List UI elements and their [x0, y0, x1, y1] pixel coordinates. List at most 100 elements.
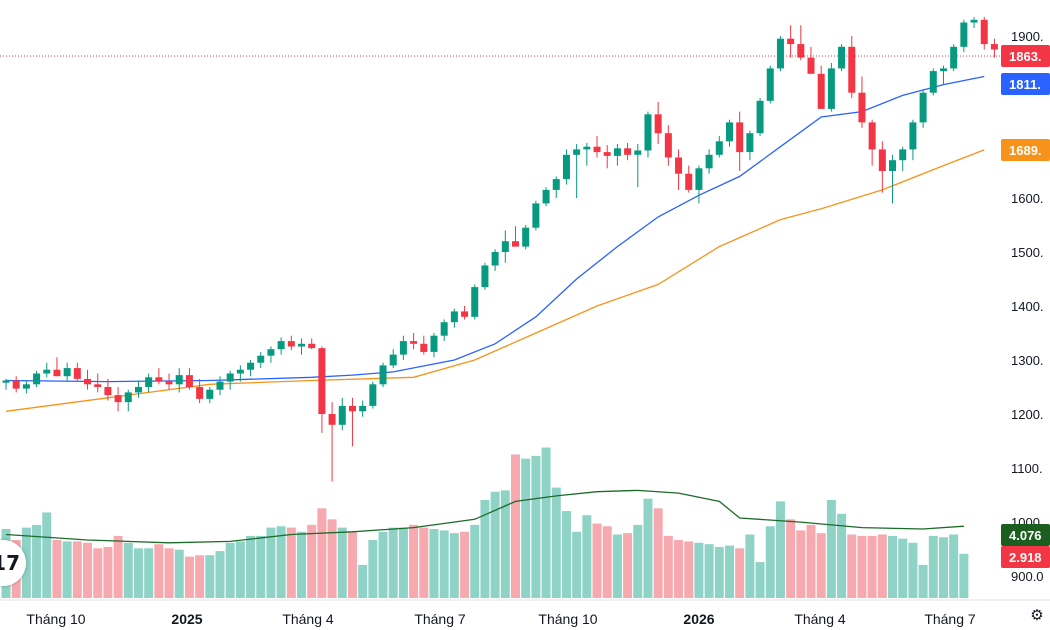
- volume-bar: [745, 534, 755, 598]
- volume-bar: [297, 531, 307, 598]
- candle-body: [348, 405, 356, 412]
- candle-body: [63, 368, 71, 377]
- candle-body: [776, 38, 784, 69]
- candle-body: [94, 384, 102, 387]
- price-tick-label: 1100.: [1011, 461, 1043, 476]
- volume-bar: [490, 491, 500, 598]
- volume-bar: [684, 541, 694, 598]
- volume-bar: [837, 513, 847, 598]
- volume-bar: [694, 542, 704, 598]
- candle-body: [848, 46, 856, 93]
- candle-body: [359, 405, 367, 412]
- candle-body: [185, 375, 193, 387]
- candle-body: [33, 373, 41, 385]
- candle-body: [165, 381, 173, 385]
- candle-body: [960, 22, 968, 47]
- volume-bar: [246, 535, 256, 598]
- candle-body: [705, 154, 713, 169]
- candle-body: [471, 287, 479, 317]
- candle-body: [257, 355, 265, 363]
- volume-bar: [704, 544, 714, 598]
- volume-bar: [755, 562, 765, 598]
- candle-body: [328, 414, 336, 425]
- candle-body: [236, 369, 244, 374]
- candle-body: [756, 100, 764, 134]
- candle-body: [2, 380, 10, 383]
- candle-body: [247, 362, 255, 370]
- volume-bar: [419, 527, 429, 598]
- candle-body: [308, 343, 316, 349]
- volume-bar: [480, 500, 490, 598]
- volume-bar: [317, 508, 327, 598]
- volume-bar: [521, 458, 531, 598]
- candle-body: [980, 19, 988, 45]
- candle-body: [654, 114, 662, 134]
- candle-body: [624, 148, 632, 155]
- price-tick-label: 1900.: [1011, 29, 1044, 44]
- volume-bar: [439, 530, 449, 598]
- candle-body: [919, 92, 927, 123]
- volume-bar: [103, 546, 113, 598]
- volume-bar: [368, 540, 378, 598]
- candle-body: [420, 343, 428, 352]
- price-tick-label: 1300.: [1011, 353, 1044, 368]
- candle-body: [797, 44, 805, 58]
- candle-body: [634, 150, 642, 155]
- time-tick-label: Tháng 4: [794, 611, 846, 627]
- candle-body: [899, 149, 907, 161]
- chart-settings-icon[interactable]: ⚙: [1030, 606, 1044, 624]
- candle-body: [889, 160, 897, 171]
- candle-body: [990, 44, 998, 50]
- volume-bar: [144, 548, 154, 598]
- price-tags: 1863. 1811. 1689. 4.076 2.918: [1001, 44, 1050, 568]
- volume-bar: [888, 535, 898, 598]
- volume-bar: [235, 541, 245, 598]
- volume-bar: [93, 548, 103, 598]
- volume-bar: [449, 533, 459, 598]
- volume-bar: [42, 512, 52, 598]
- price-tick-label: 1600.: [1011, 191, 1044, 206]
- volume-tag-label: 4.076: [1009, 528, 1042, 543]
- volume-bar: [184, 556, 194, 598]
- price-tag: [1001, 44, 1050, 67]
- price-tag-label: 1863.: [1009, 49, 1042, 64]
- candle-body: [522, 227, 530, 247]
- volume-bar: [62, 541, 72, 598]
- candle-body: [603, 152, 611, 156]
- candle-body: [827, 68, 835, 109]
- candle-body: [114, 395, 122, 403]
- volume-bar: [72, 541, 82, 598]
- volume-bar: [174, 549, 184, 598]
- volume-bar: [460, 531, 470, 598]
- volume-bar: [52, 540, 62, 598]
- candle-body: [562, 154, 570, 180]
- candle-body: [542, 189, 550, 204]
- volume-bar: [307, 524, 317, 598]
- candle-body: [929, 71, 937, 93]
- candle-body: [216, 381, 224, 390]
- volume-bar: [133, 548, 143, 598]
- volume-bar: [775, 501, 785, 598]
- time-tick-label: 2025: [171, 611, 202, 627]
- candle-body: [573, 149, 581, 155]
- candle-body: [817, 73, 825, 109]
- candle-body: [838, 46, 846, 69]
- volume-bar: [653, 508, 663, 598]
- volume-bar: [898, 538, 908, 598]
- volume-tag: [1001, 524, 1050, 546]
- time-axis[interactable]: Tháng 10 2025 Tháng 4 Tháng 7 Tháng 10 2026 Th…: [0, 599, 1050, 627]
- volume-bar: [276, 526, 286, 598]
- candle-body: [736, 122, 744, 153]
- price-axis[interactable]: 900.01000.1100.1200.1300.1400.1500.1600.…: [1011, 29, 1044, 584]
- candle-body: [664, 133, 672, 158]
- candle-body: [12, 380, 20, 389]
- volume-bar: [561, 511, 571, 598]
- candle-body: [430, 335, 438, 352]
- candle-body: [939, 68, 947, 72]
- volume-bar: [623, 533, 633, 598]
- candle-body: [84, 378, 92, 385]
- volume-bar: [256, 535, 266, 598]
- candle-body: [104, 387, 112, 396]
- ma-orange-line: [5, 149, 985, 412]
